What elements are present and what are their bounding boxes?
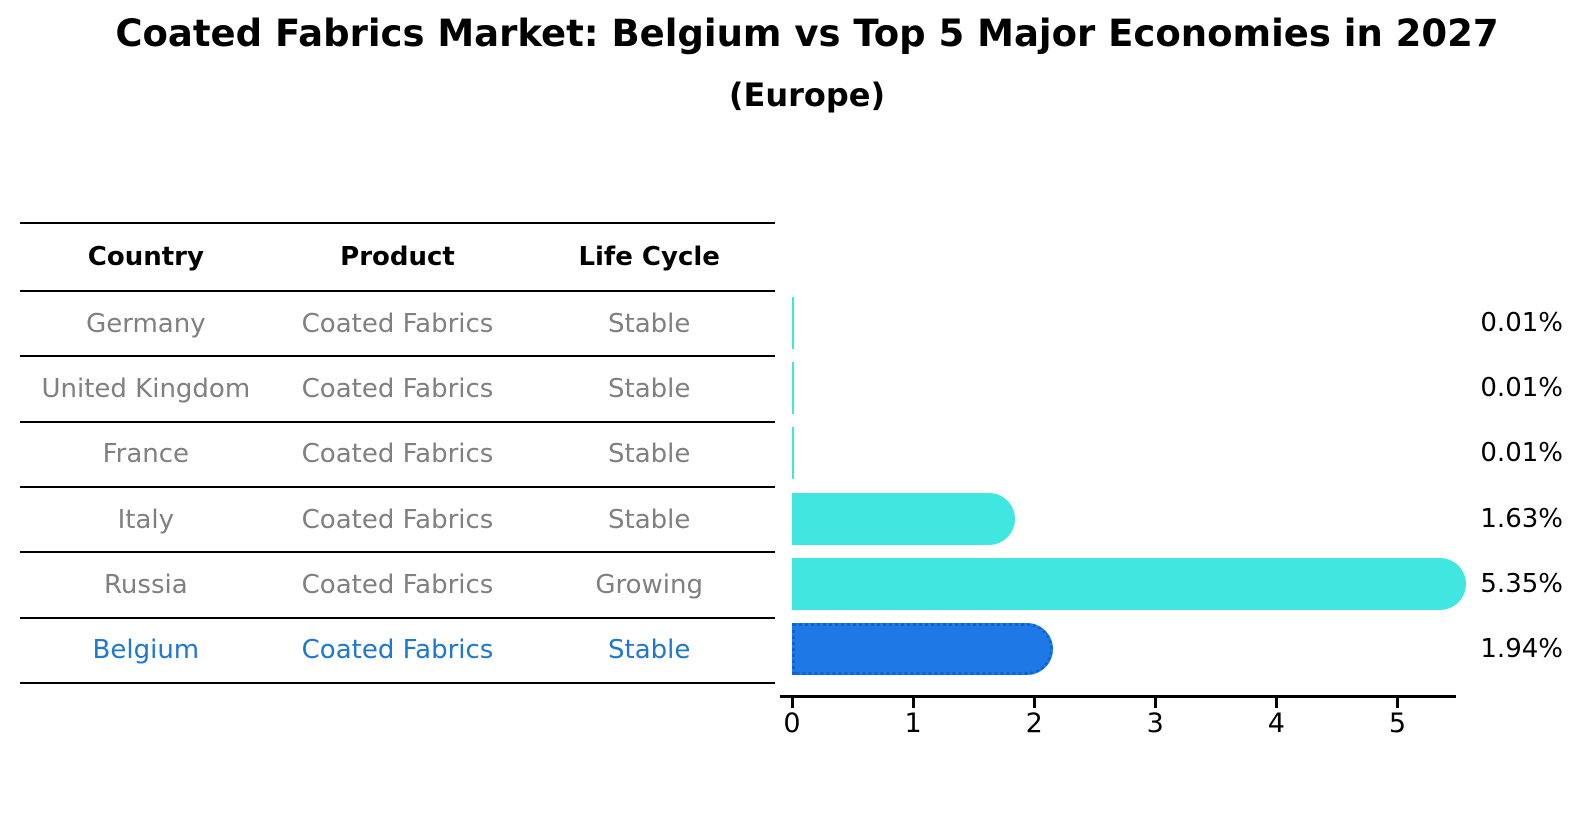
bar — [792, 296, 794, 349]
product-cell: Coated Fabrics — [301, 569, 494, 600]
x-axis-line — [780, 695, 1456, 698]
bar — [792, 361, 794, 414]
bar-value-label: 1.94% — [1480, 634, 1563, 665]
life-cycle-cell: Growing — [595, 569, 703, 600]
x-axis-tick — [1032, 698, 1036, 708]
table-row: France Coated Fabrics Stable — [20, 423, 775, 488]
column-header-product: Product — [340, 242, 455, 272]
bar-value-label: 5.35% — [1480, 568, 1563, 599]
x-axis-tick — [1395, 698, 1399, 708]
bar-value-label: 0.01% — [1480, 307, 1563, 338]
country-table: Country Product Life Cycle Germany Coated… — [20, 222, 775, 684]
life-cycle-cell: Stable — [608, 439, 691, 470]
table-row: Italy Coated Fabrics Stable — [20, 488, 775, 554]
x-axis-tick-label: 0 — [783, 708, 801, 739]
country-cell: Russia — [104, 569, 188, 600]
bar — [792, 427, 794, 480]
country-cell: Belgium — [92, 635, 200, 666]
country-cell: United Kingdom — [41, 373, 251, 404]
country-cell: Germany — [86, 308, 206, 339]
x-axis-tick — [790, 698, 794, 708]
product-cell: Coated Fabrics — [301, 635, 494, 666]
x-axis-tick — [1153, 698, 1157, 708]
table-row: Belgium Coated Fabrics Stable — [20, 619, 775, 684]
table-body: Germany Coated Fabrics Stable United Kingdo… — [20, 292, 775, 684]
product-cell: Coated Fabrics — [301, 373, 494, 404]
chart-subtitle: (Europe) — [728, 76, 886, 114]
x-axis-tick-label: 3 — [1146, 708, 1164, 739]
product-cell: Coated Fabrics — [301, 308, 494, 339]
column-header-country: Country — [87, 242, 204, 272]
x-axis-tick-label: 4 — [1267, 708, 1285, 739]
bar — [792, 492, 1016, 545]
life-cycle-cell: Stable — [608, 635, 691, 666]
life-cycle-cell: Stable — [608, 373, 691, 404]
bar-value-label: 0.01% — [1480, 372, 1563, 403]
x-axis-tick-label: 2 — [1025, 708, 1043, 739]
country-cell: France — [102, 439, 190, 470]
bar-value-label: 0.01% — [1480, 438, 1563, 469]
country-cell: Italy — [117, 504, 175, 535]
table-header-row: Country Product Life Cycle — [20, 224, 775, 292]
table-row: Russia Coated Fabrics Growing — [20, 553, 775, 619]
x-axis-tick-label: 5 — [1388, 708, 1407, 739]
chart-title: Coated Fabrics Market: Belgium vs Top 5 … — [115, 12, 1499, 55]
life-cycle-cell: Stable — [608, 504, 691, 535]
life-cycle-cell: Stable — [608, 308, 691, 339]
column-header-life-cycle: Life Cycle — [578, 242, 720, 272]
table-row: Germany Coated Fabrics Stable — [20, 292, 775, 358]
product-cell: Coated Fabrics — [301, 504, 494, 535]
bar-value-label: 1.63% — [1480, 503, 1563, 534]
bar-highlight — [792, 623, 1053, 676]
x-axis-tick-label: 1 — [904, 708, 922, 739]
table-row: United Kingdom Coated Fabrics Stable — [20, 357, 775, 423]
x-axis-tick — [1274, 698, 1278, 708]
bar — [792, 557, 1466, 610]
x-axis-tick — [911, 698, 915, 708]
product-cell: Coated Fabrics — [301, 439, 494, 470]
